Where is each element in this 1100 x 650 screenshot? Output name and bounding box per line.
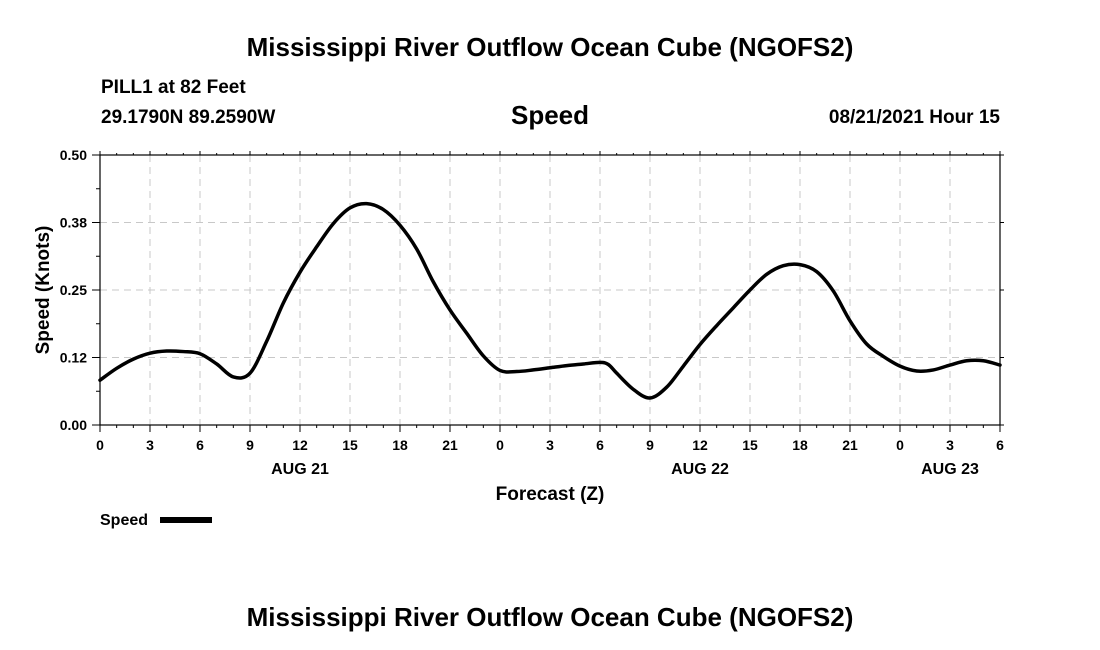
y-axis-label: Speed (Knots) <box>33 226 54 355</box>
chart-grid <box>100 155 1000 425</box>
x-tick-label: 3 <box>146 437 154 453</box>
x-tick-label: 9 <box>646 437 654 453</box>
x-tick-label: 15 <box>342 437 358 453</box>
chart-labels: 0 3 6 9 12 15 18 21 0 3 6 9 12 15 18 21 0 3 6 0.00 0.12 0.25 0… <box>60 147 1004 478</box>
x-tick-label: 18 <box>392 437 408 453</box>
x-tick-label: 0 <box>496 437 504 453</box>
station-coordinates: 29.1790N 89.2590W <box>101 107 276 128</box>
y-tick-label: 0.12 <box>60 350 87 366</box>
x-tick-label: 3 <box>546 437 554 453</box>
series-line-speed <box>98 201 1002 400</box>
chart-series <box>98 201 1002 400</box>
x-tick-label: 0 <box>896 437 904 453</box>
variable-title: Speed <box>510 100 590 130</box>
y-tick-label: 0.25 <box>60 282 87 298</box>
x-tick-label: 6 <box>596 437 604 453</box>
station-label: PILL1 at 82 Feet <box>101 77 246 98</box>
x-axis-label: Forecast (Z) <box>496 484 605 505</box>
footer-title: Mississippi River Outflow Ocean Cube (NG… <box>246 602 854 632</box>
chart-title: Mississippi River Outflow Ocean Cube (NG… <box>246 32 854 62</box>
x-tick-label: 9 <box>246 437 254 453</box>
x-tick-label: 21 <box>442 437 458 453</box>
y-tick-label: 0.00 <box>60 417 87 433</box>
x-tick-label: 15 <box>742 437 758 453</box>
x-tick-label: 3 <box>946 437 954 453</box>
x-tick-label: 6 <box>996 437 1004 453</box>
x-tick-label: 18 <box>792 437 808 453</box>
x-tick-label: 12 <box>292 437 308 453</box>
date-label: AUG 22 <box>671 461 729 478</box>
plot-frame <box>99 154 1001 426</box>
x-tick-label: 0 <box>96 437 104 453</box>
forecast-datetime: 08/21/2021 Hour 15 <box>828 107 1000 128</box>
date-label: AUG 23 <box>921 461 979 478</box>
x-tick-label: 6 <box>196 437 204 453</box>
x-tick-label: 12 <box>692 437 708 453</box>
chart-ticks <box>92 151 1004 432</box>
legend-label: Speed <box>100 512 148 529</box>
y-tick-label: 0.50 <box>60 147 87 163</box>
x-tick-label: 21 <box>842 437 858 453</box>
y-tick-label: 0.38 <box>60 215 87 231</box>
legend-swatch <box>160 517 212 523</box>
date-label: AUG 21 <box>271 461 329 478</box>
